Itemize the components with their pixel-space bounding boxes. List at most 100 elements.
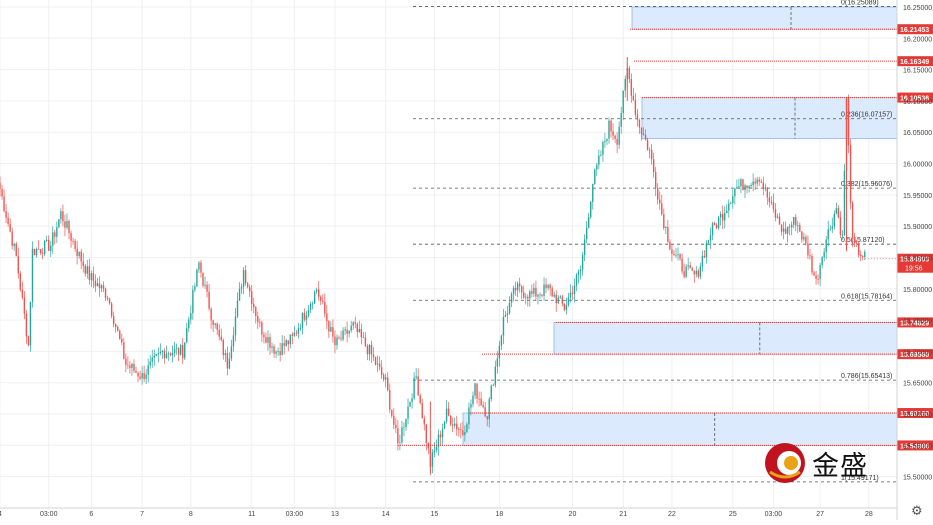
- candle-body: [855, 242, 858, 244]
- candle-body: [338, 337, 340, 339]
- candle-body: [342, 330, 344, 340]
- candle-body: [275, 351, 277, 354]
- candle-body: [732, 196, 734, 204]
- candle-body: [742, 179, 744, 191]
- candle-body: [821, 257, 823, 266]
- candle-body: [157, 353, 160, 354]
- x-tick-label: 8: [189, 511, 193, 518]
- candle-body: [563, 303, 566, 310]
- candle-body: [602, 142, 604, 155]
- candle-body: [208, 291, 210, 309]
- candle-body: [675, 255, 677, 256]
- candle-body: [301, 312, 304, 329]
- candle-body: [594, 169, 596, 185]
- candle-body: [13, 243, 15, 247]
- candle-body: [127, 364, 129, 366]
- candle-body: [31, 248, 34, 302]
- gear-icon[interactable]: ⚙: [911, 504, 923, 519]
- candle-body: [133, 363, 135, 371]
- candle-body: [1, 188, 3, 197]
- candle-body: [200, 262, 202, 273]
- candle-body: [251, 291, 253, 305]
- candle-body: [685, 266, 687, 277]
- candle-body: [350, 325, 352, 331]
- candle-body: [389, 390, 391, 410]
- x-tick-label: 4: [0, 511, 2, 518]
- y-tick-label: 15.55000: [903, 443, 932, 450]
- candle-body: [843, 170, 846, 235]
- current-price-badge: [897, 253, 933, 273]
- candle-body: [309, 304, 312, 310]
- candle-body: [784, 228, 787, 234]
- candle-body: [352, 322, 354, 326]
- candle-body: [553, 294, 555, 297]
- candle-body: [588, 217, 590, 228]
- candle-body: [82, 261, 84, 266]
- candle-body: [263, 334, 265, 338]
- candle-body: [7, 217, 9, 224]
- candle-body: [106, 297, 109, 299]
- candle-body: [261, 322, 263, 335]
- candle-body: [681, 258, 683, 272]
- candle-body: [76, 248, 78, 256]
- candle-body: [80, 251, 82, 262]
- candle-body: [600, 154, 602, 156]
- candle-body: [462, 430, 464, 436]
- candle-body: [780, 224, 783, 232]
- candle-body: [273, 346, 275, 354]
- candle-body: [131, 363, 133, 368]
- candle-body: [385, 377, 387, 380]
- candle-body: [108, 298, 111, 304]
- candle-body: [527, 296, 529, 299]
- candle-body: [673, 253, 675, 256]
- candle-body: [831, 226, 833, 229]
- candle-body: [441, 428, 444, 438]
- candle-body: [608, 120, 610, 139]
- candle-body: [778, 216, 781, 225]
- candle-body: [445, 408, 448, 422]
- candle-body: [232, 335, 235, 347]
- candle-body: [11, 231, 13, 247]
- candle-body: [360, 329, 363, 338]
- candle-body: [25, 313, 28, 337]
- candle-body: [736, 187, 738, 189]
- fib-level-label: 1(15.49171): [841, 475, 879, 482]
- candle-body: [257, 315, 259, 323]
- candle-body: [577, 271, 580, 275]
- candle-body: [671, 249, 673, 254]
- candle-body: [764, 187, 767, 190]
- candle-body: [216, 323, 218, 330]
- x-tick-label: 27: [816, 511, 824, 518]
- candle-body: [328, 321, 330, 332]
- candle-body: [596, 164, 598, 170]
- candle-body: [374, 357, 377, 365]
- candle-body: [121, 338, 123, 343]
- candle-body: [315, 289, 318, 292]
- candle-body: [616, 138, 618, 145]
- candle-body: [583, 239, 586, 256]
- candle-body: [456, 423, 458, 430]
- candle-body: [618, 126, 620, 145]
- candle-body: [212, 320, 214, 325]
- candle-body: [754, 181, 756, 184]
- candle-body: [628, 68, 630, 80]
- candle-body: [419, 395, 421, 404]
- candle-body: [393, 415, 395, 425]
- x-tick-label: 7: [140, 511, 144, 518]
- fib-level-label: 0.786(15.65413): [841, 373, 892, 380]
- candle-body: [54, 232, 56, 237]
- candle-body: [125, 358, 127, 365]
- candle-body: [104, 288, 107, 298]
- candle-body: [287, 340, 289, 345]
- candle-body: [425, 424, 427, 443]
- candle-body: [862, 256, 864, 257]
- x-tick-label: 25: [729, 511, 737, 518]
- candle-body: [255, 307, 257, 316]
- candle-body: [340, 338, 342, 340]
- candle-body: [413, 377, 415, 399]
- candle-body: [397, 428, 399, 444]
- candle-body: [238, 288, 241, 301]
- y-tick-label: 16.25000: [903, 5, 932, 12]
- candle-body: [726, 210, 728, 213]
